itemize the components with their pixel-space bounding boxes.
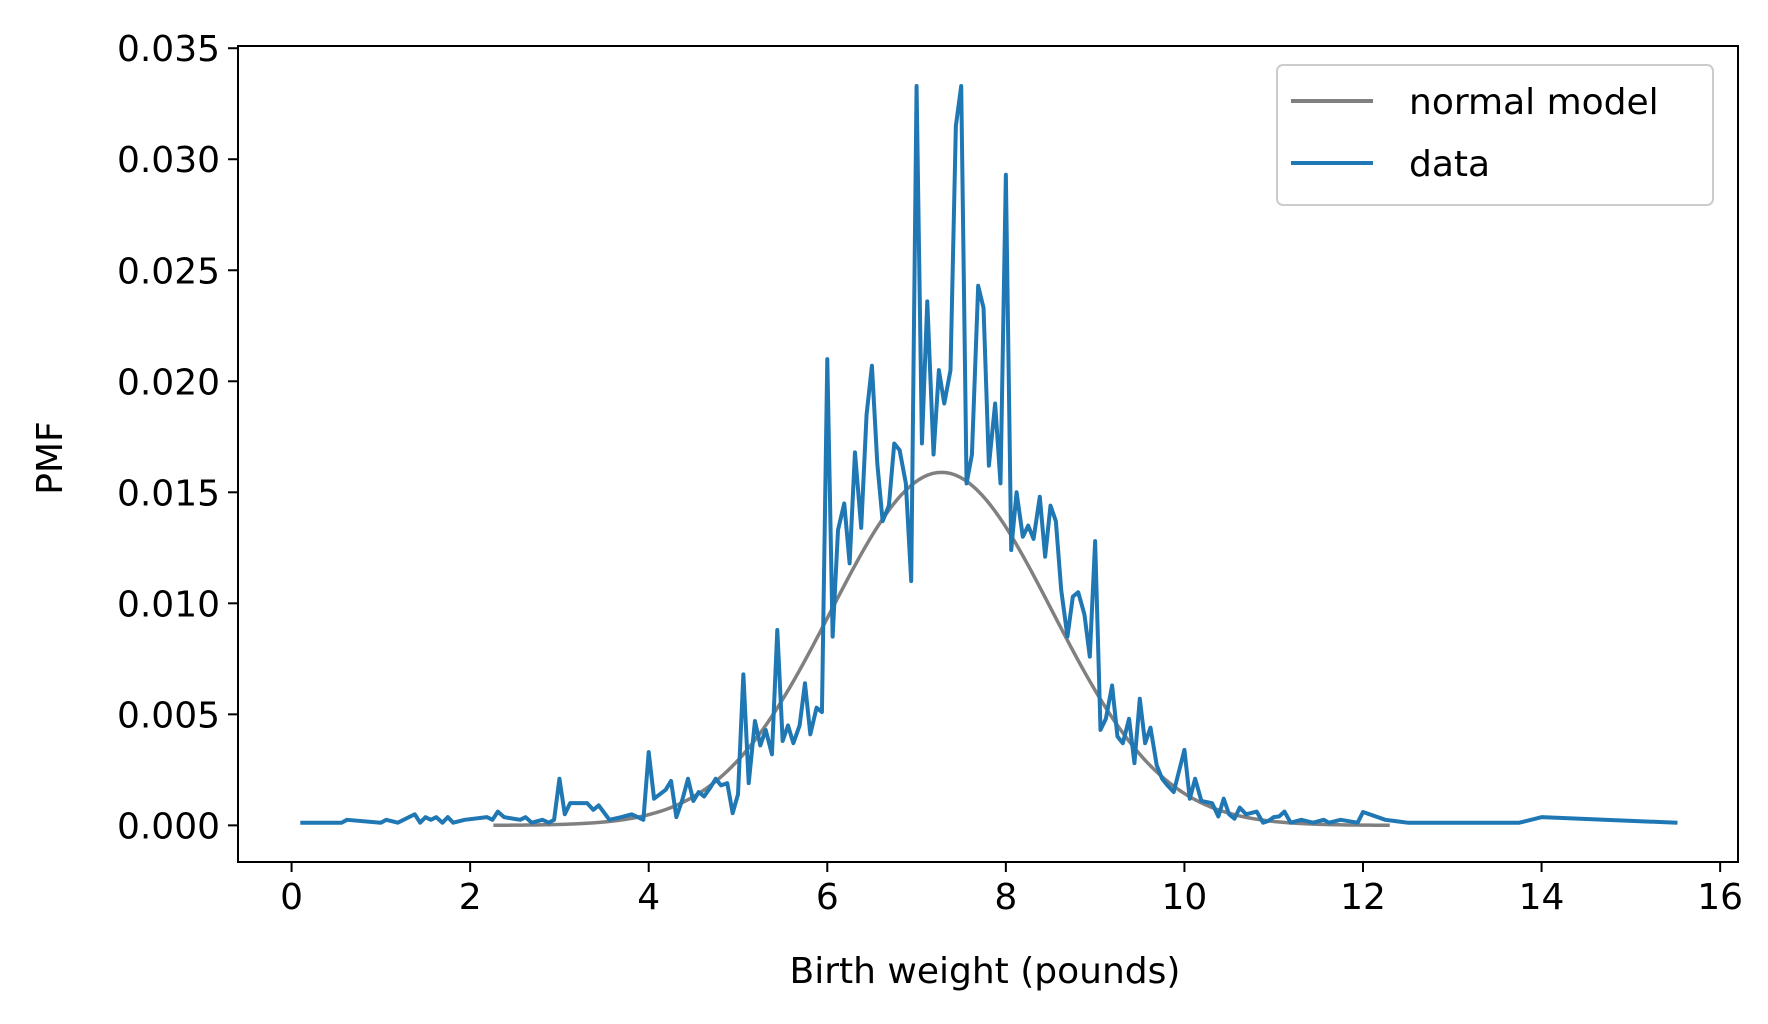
legend-label: normal model	[1409, 82, 1659, 123]
legend: normal model data	[1276, 64, 1714, 206]
legend-label: data	[1409, 144, 1490, 185]
y-tick-label: 0.035	[117, 29, 220, 70]
legend-box	[1276, 64, 1714, 206]
series-line-data	[300, 83, 1678, 825]
y-axis-label: PMF	[30, 421, 71, 494]
y-tick-label: 0.010	[117, 584, 220, 625]
x-tick-label: 2	[459, 877, 482, 918]
x-tick-label: 16	[1697, 877, 1743, 918]
y-tick-label: 0.015	[117, 473, 220, 514]
plot-area	[237, 45, 1739, 863]
y-tick-label: 0.025	[117, 251, 220, 292]
y-tick-label: 0.000	[117, 806, 220, 847]
plot-frame	[237, 45, 1739, 863]
x-tick-label: 6	[816, 877, 839, 918]
x-axis-label: Birth weight (pounds)	[790, 951, 1181, 992]
x-tick-label: 0	[280, 877, 303, 918]
y-axis: 0.000 0.005 0.010 0.015 0.020 0.025 0.030 0.035	[117, 29, 238, 847]
series-line-normal-model	[493, 470, 1390, 828]
x-tick-label: 4	[637, 877, 660, 918]
x-axis: 0 2 4 6 8 10 12 14 16	[280, 862, 1743, 918]
y-tick-label: 0.030	[117, 140, 220, 181]
x-tick-label: 12	[1340, 877, 1386, 918]
x-tick-label: 14	[1519, 877, 1565, 918]
x-tick-label: 10	[1162, 877, 1208, 918]
y-tick-label: 0.005	[117, 695, 220, 736]
x-tick-label: 8	[994, 877, 1017, 918]
y-tick-label: 0.020	[117, 362, 220, 403]
